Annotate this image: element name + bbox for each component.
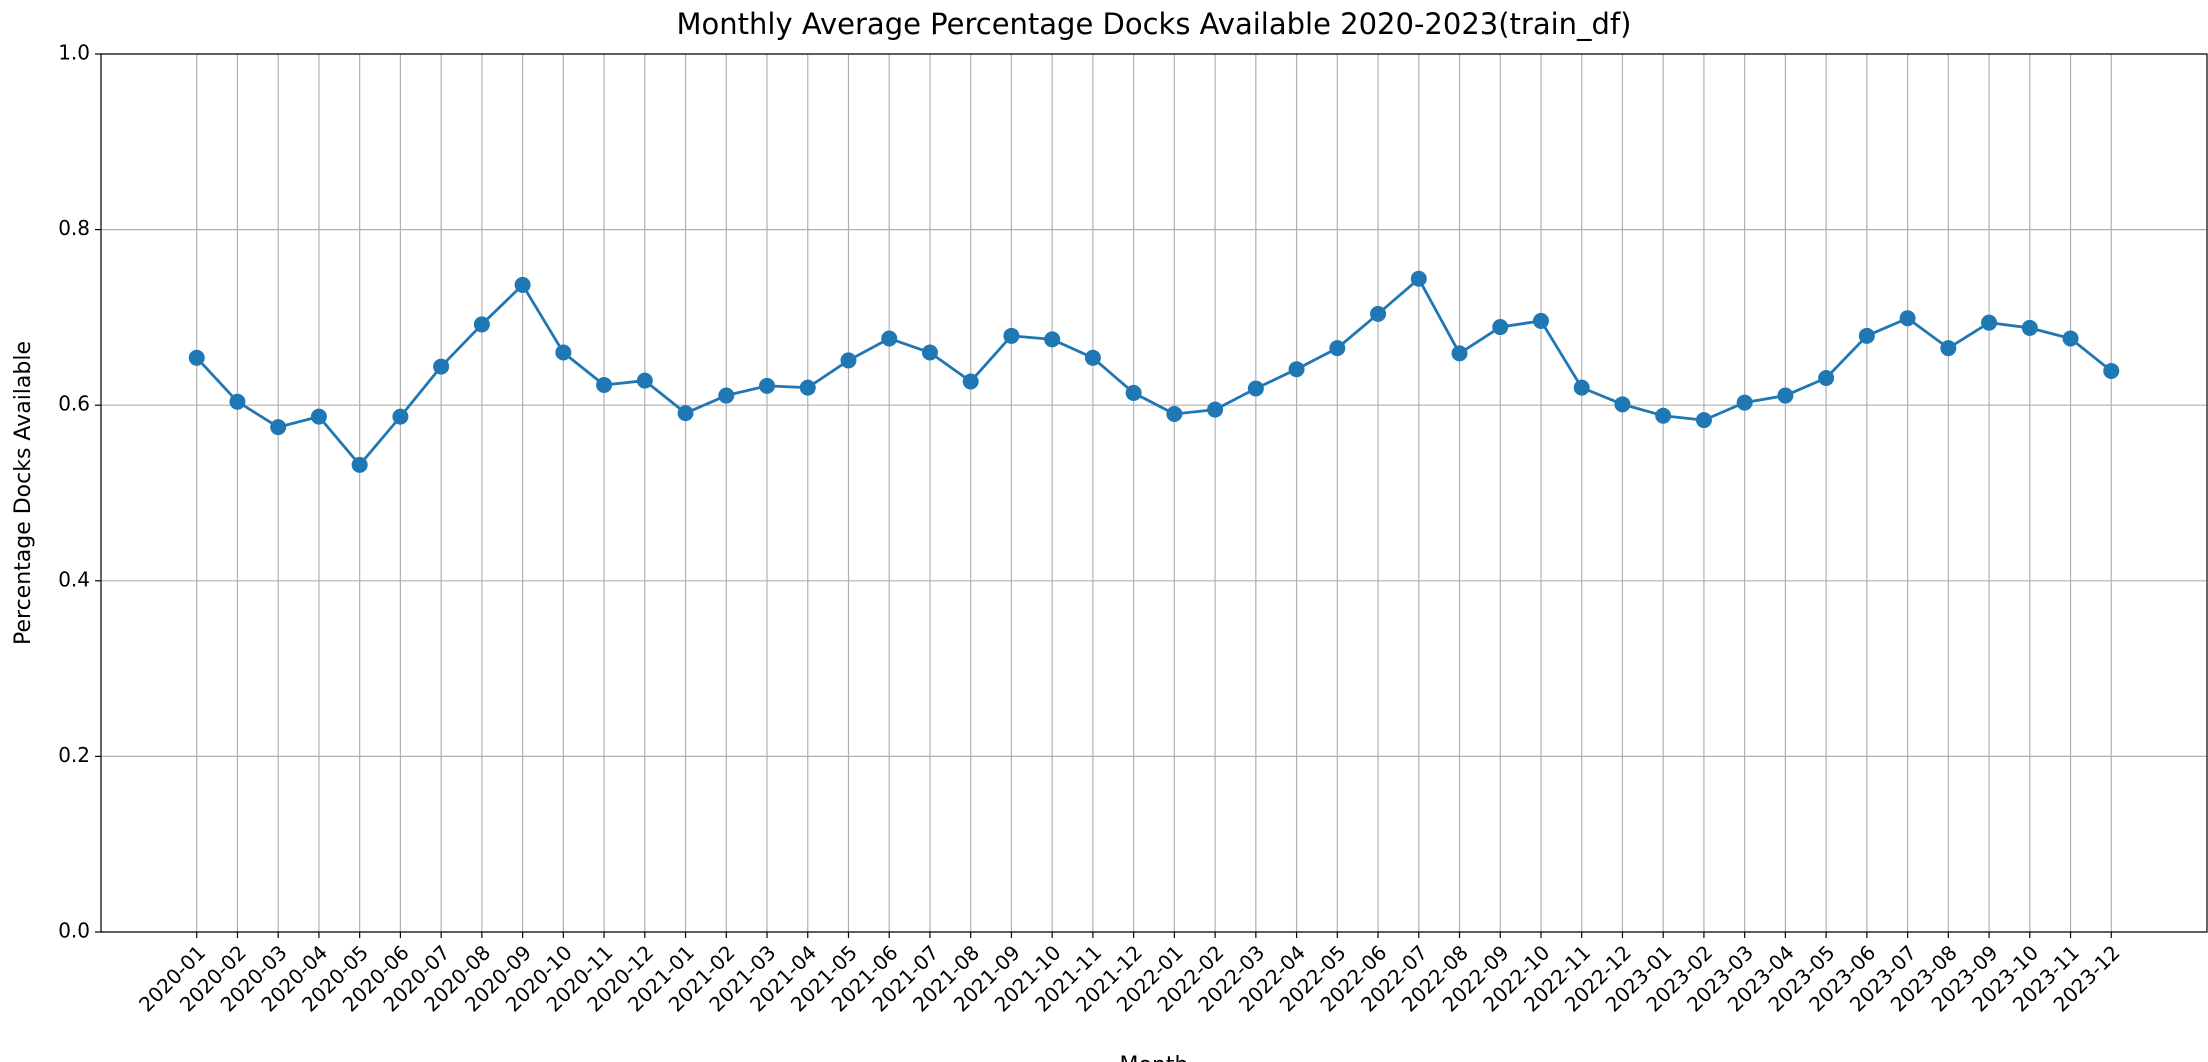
data-point	[759, 377, 776, 394]
y-tick-label: 0.2	[58, 743, 90, 767]
plot-frame	[100, 53, 2208, 933]
data-point	[677, 405, 694, 422]
data-point	[1981, 314, 1998, 331]
data-point	[270, 419, 287, 436]
data-point	[1451, 345, 1468, 362]
data-point	[1125, 384, 1142, 401]
data-point	[636, 372, 653, 389]
data-point	[1818, 369, 1835, 386]
data-point	[473, 316, 490, 333]
data-point	[1532, 312, 1549, 329]
data-point	[1573, 379, 1590, 396]
data-point	[1410, 270, 1427, 287]
data-point	[351, 456, 368, 473]
data-point	[188, 349, 205, 366]
data-point	[1044, 331, 1061, 348]
data-point	[840, 352, 857, 369]
y-axis-label: Percentage Docks Available	[11, 341, 36, 645]
data-point	[1084, 349, 1101, 366]
chart-title: Monthly Average Percentage Docks Availab…	[677, 7, 1632, 41]
data-point	[392, 408, 409, 425]
data-point	[1736, 394, 1753, 411]
data-point	[2062, 330, 2079, 347]
data-point	[2021, 319, 2038, 336]
data-point	[1207, 401, 1224, 418]
y-tick-label: 0.6	[58, 392, 90, 416]
data-point	[555, 344, 572, 361]
y-tick-label: 0.8	[58, 216, 90, 240]
data-point	[1655, 407, 1672, 424]
data-point	[799, 379, 816, 396]
data-point	[1492, 319, 1509, 336]
data-point	[229, 393, 246, 410]
data-point	[1614, 396, 1631, 413]
data-point	[718, 387, 735, 404]
data-point	[596, 377, 613, 394]
data-point	[1166, 405, 1183, 422]
data-point	[1288, 361, 1305, 378]
data-point	[1858, 327, 1875, 344]
data-point	[1899, 310, 1916, 327]
data-point	[881, 330, 898, 347]
data-point	[310, 408, 327, 425]
data-point	[1329, 340, 1346, 357]
data-point	[1370, 305, 1387, 322]
y-tick-label: 0.0	[58, 919, 90, 943]
data-point	[921, 344, 938, 361]
x-axis-label: Month	[1120, 1053, 1189, 1062]
y-tick-label: 1.0	[58, 41, 90, 65]
data-point	[1003, 327, 1020, 344]
data-point	[433, 358, 450, 375]
data-point	[2103, 362, 2120, 379]
y-tick-label: 0.4	[58, 567, 90, 591]
data-point	[1777, 387, 1794, 404]
data-point	[514, 276, 531, 293]
data-point	[1695, 412, 1712, 429]
data-point	[1940, 340, 1957, 357]
data-point	[962, 373, 979, 390]
data-point	[1247, 380, 1264, 397]
